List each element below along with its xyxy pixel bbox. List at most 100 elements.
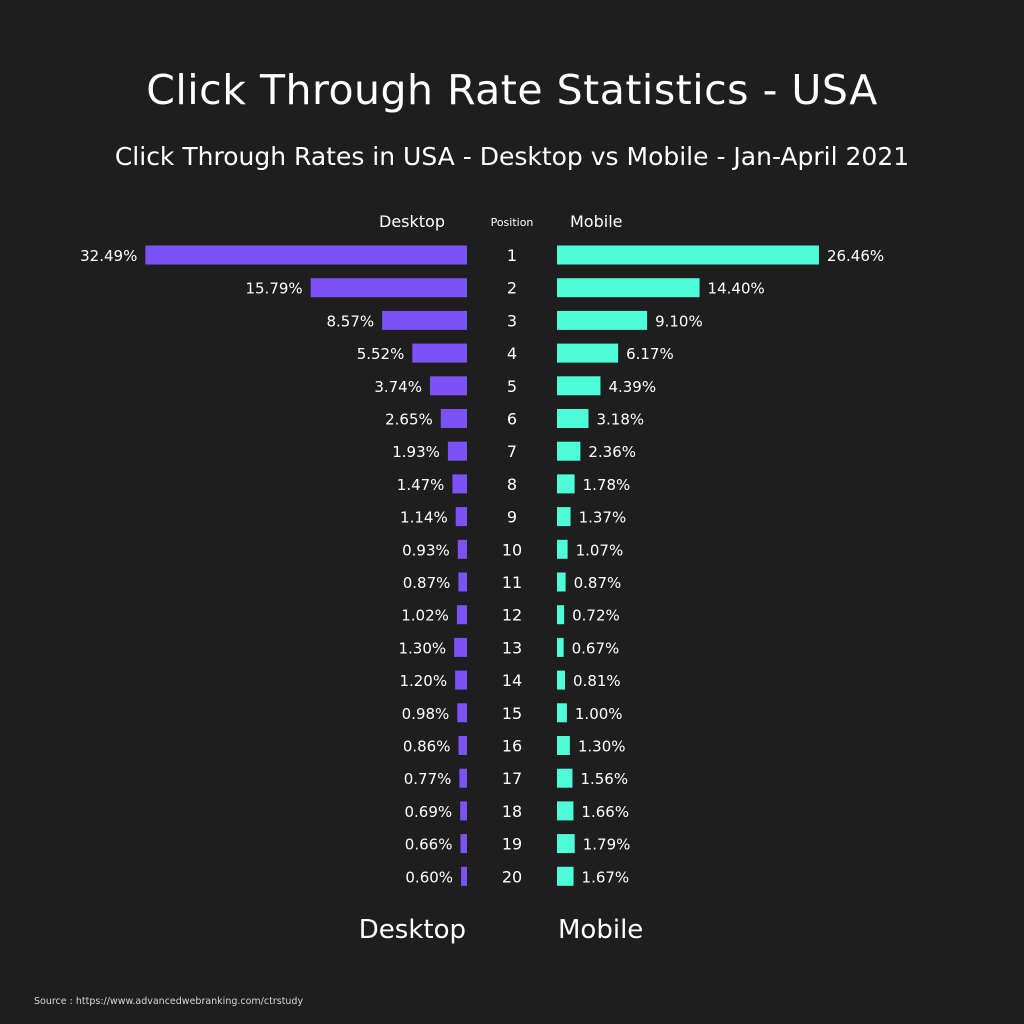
- desktop-value-label: 0.93%: [402, 541, 450, 559]
- desktop-value-label: 0.87%: [403, 574, 451, 592]
- desktop-value-label: 15.79%: [245, 280, 302, 298]
- mobile-bar: [557, 343, 619, 363]
- mobile-bar: [557, 637, 564, 657]
- desktop-value-label: 1.14%: [400, 509, 448, 527]
- mobile-value-label: 26.46%: [827, 247, 884, 265]
- mobile-bar: [557, 474, 575, 494]
- mobile-value-label: 1.79%: [583, 836, 631, 854]
- position-label: 11: [502, 573, 522, 592]
- desktop-value-label: 0.98%: [402, 705, 450, 723]
- desktop-bar: [310, 278, 467, 298]
- desktop-bar: [382, 310, 467, 330]
- mobile-bar: [557, 768, 573, 788]
- position-label: 2: [507, 279, 517, 298]
- desktop-bar: [455, 670, 467, 690]
- desktop-value-label: 1.47%: [397, 476, 445, 494]
- mobile-value-label: 1.37%: [579, 509, 627, 527]
- mobile-bar: [557, 441, 581, 461]
- mobile-value-label: 9.10%: [655, 312, 703, 330]
- position-label: 13: [502, 638, 522, 657]
- position-label: 16: [502, 737, 522, 756]
- mobile-value-label: 2.36%: [588, 443, 636, 461]
- desktop-value-label: 1.93%: [392, 443, 440, 461]
- position-label: 14: [502, 671, 522, 690]
- mobile-bar: [557, 376, 601, 396]
- mobile-value-label: 1.78%: [583, 476, 631, 494]
- mobile-value-label: 1.30%: [578, 738, 626, 756]
- mobile-bar: [557, 605, 565, 625]
- mobile-bar: [557, 245, 819, 265]
- position-label: 12: [502, 606, 522, 625]
- position-label: 15: [502, 704, 522, 723]
- desktop-bar: [459, 768, 467, 788]
- source-note: Source : https://www.advancedwebranking.…: [34, 996, 304, 1007]
- desktop-bar: [452, 474, 467, 494]
- chart-subtitle: Click Through Rates in USA - Desktop vs …: [114, 142, 910, 171]
- mobile-value-label: 14.40%: [708, 280, 765, 298]
- desktop-bar: [457, 539, 467, 559]
- desktop-bar: [412, 343, 467, 363]
- footer-desktop-label: Desktop: [359, 915, 466, 945]
- desktop-bar: [429, 376, 467, 396]
- desktop-value-label: 0.77%: [404, 770, 452, 788]
- mobile-bar: [557, 834, 575, 854]
- footer-mobile-label: Mobile: [558, 915, 643, 945]
- mobile-bar: [557, 278, 700, 298]
- position-label: 5: [507, 377, 517, 396]
- position-label: 7: [507, 442, 517, 461]
- position-label: 19: [502, 835, 522, 854]
- mobile-bar: [557, 409, 589, 428]
- desktop-bar: [457, 703, 467, 723]
- position-label: 17: [502, 769, 522, 788]
- position-label: 6: [507, 410, 517, 429]
- mobile-bar: [557, 670, 566, 690]
- desktop-value-label: 8.57%: [327, 312, 375, 330]
- position-label: 20: [502, 867, 522, 886]
- mobile-value-label: 1.07%: [576, 541, 624, 559]
- desktop-bar: [461, 866, 467, 886]
- desktop-value-label: 0.69%: [405, 803, 453, 821]
- mobile-bar: [557, 866, 574, 886]
- desktop-bar: [456, 605, 467, 625]
- mobile-value-label: 1.56%: [580, 770, 628, 788]
- desktop-value-label: 0.60%: [405, 868, 453, 886]
- desktop-bar: [454, 637, 467, 657]
- mobile-value-label: 1.66%: [581, 803, 629, 821]
- position-label: 18: [502, 802, 522, 821]
- mobile-bar: [557, 736, 570, 755]
- position-label: 4: [507, 344, 517, 363]
- header-position-label: Position: [491, 216, 534, 229]
- desktop-value-label: 2.65%: [385, 411, 433, 429]
- mobile-bar: [557, 507, 571, 527]
- mobile-value-label: 0.87%: [574, 574, 622, 592]
- mobile-bar: [557, 572, 566, 592]
- desktop-value-label: 0.86%: [403, 738, 451, 756]
- desktop-bar: [145, 245, 467, 265]
- desktop-value-label: 1.30%: [398, 639, 446, 657]
- desktop-bar: [460, 801, 467, 821]
- mobile-value-label: 6.17%: [626, 345, 674, 363]
- position-label: 3: [507, 311, 517, 330]
- position-label: 8: [507, 475, 517, 494]
- mobile-value-label: 0.81%: [573, 672, 621, 690]
- desktop-bar: [460, 834, 467, 854]
- desktop-bar: [440, 409, 467, 428]
- desktop-value-label: 3.74%: [374, 378, 422, 396]
- position-label: 10: [502, 540, 522, 559]
- desktop-bar: [458, 736, 467, 755]
- mobile-value-label: 4.39%: [608, 378, 656, 396]
- mobile-value-label: 0.72%: [572, 607, 620, 625]
- chart-title: Click Through Rate Statistics - USA: [146, 66, 878, 114]
- desktop-value-label: 5.52%: [357, 345, 405, 363]
- position-label: 9: [507, 508, 517, 527]
- mobile-value-label: 0.67%: [572, 639, 620, 657]
- mobile-bar: [557, 801, 574, 821]
- header-mobile-label: Mobile: [570, 212, 622, 231]
- header-desktop-label: Desktop: [379, 212, 445, 231]
- mobile-value-label: 1.00%: [575, 705, 623, 723]
- desktop-bar: [447, 441, 467, 461]
- desktop-value-label: 0.66%: [405, 836, 453, 854]
- mobile-value-label: 1.67%: [582, 868, 630, 886]
- desktop-value-label: 1.02%: [401, 607, 449, 625]
